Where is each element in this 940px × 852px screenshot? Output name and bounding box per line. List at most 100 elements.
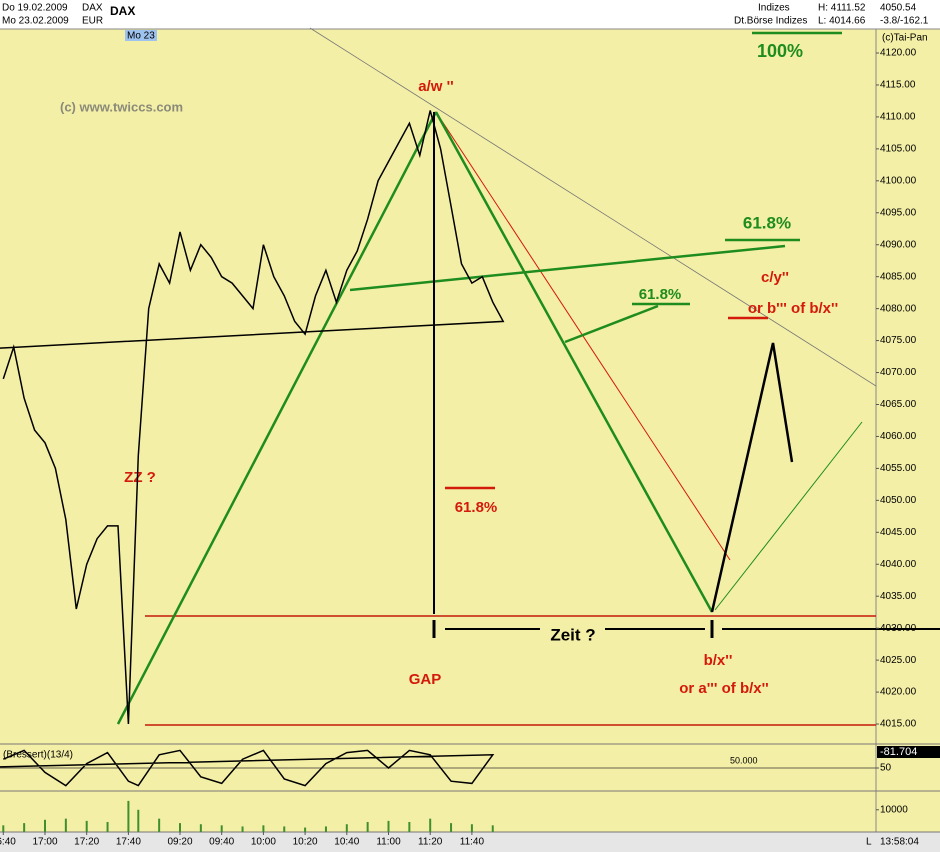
x-tick-label: 10:20 <box>293 837 318 848</box>
y-tick-label: 4055.00 <box>880 463 917 474</box>
volume-bar <box>450 823 453 832</box>
y-tick-label: 4075.00 <box>880 335 917 346</box>
x-tick-label: 17:20 <box>74 837 99 848</box>
x-tick-label: 17:40 <box>116 837 141 848</box>
y-tick-label: 4070.00 <box>880 367 917 378</box>
y-tick-label: 4105.00 <box>880 144 917 155</box>
vendor: (c)Tai-Pan <box>882 33 928 44</box>
y-tick-label: 4050.00 <box>880 495 917 506</box>
annotation: or a''' of b/x'' <box>679 680 769 697</box>
annotation: ZZ ? <box>124 469 156 486</box>
volume-bar <box>470 824 473 832</box>
currency: EUR <box>82 16 103 27</box>
annotation: c/y'' <box>761 269 789 286</box>
last: 4050.54 <box>880 3 917 14</box>
y-tick-label: 4065.00 <box>880 399 917 410</box>
volume-bar <box>387 820 390 832</box>
y-tick-label: 4090.00 <box>880 239 917 250</box>
x-tick-label: 09:40 <box>209 837 234 848</box>
volume-bar <box>283 826 286 832</box>
retracement-line <box>349 244 786 292</box>
y-tick-label: 4080.00 <box>880 303 917 314</box>
clock: 13:58:04 <box>880 837 919 848</box>
volume-bar <box>158 818 161 832</box>
y-tick-label: 4015.00 <box>880 719 917 730</box>
day-marker: Mo 23 <box>127 31 155 42</box>
trendline <box>309 27 877 387</box>
y-tick-label: 4100.00 <box>880 175 917 186</box>
volume-bar <box>220 825 223 832</box>
x-tick-label: 10:00 <box>251 837 276 848</box>
volume-bar <box>2 825 5 832</box>
date2: Mo 23.02.2009 <box>2 16 69 27</box>
symbol1: DAX <box>82 3 103 14</box>
high: H: 4111.52 <box>818 3 866 14</box>
volume-bar <box>179 823 181 832</box>
low: L: 4014.66 <box>818 16 866 27</box>
x-tick-label: 16:40 <box>0 837 16 848</box>
price-line <box>0 110 505 725</box>
exchange: Dt.Börse Indizes <box>734 16 807 27</box>
volume-bar <box>137 809 140 832</box>
annotation: a/w '' <box>418 78 453 95</box>
volume-bar <box>491 825 494 832</box>
volume-bar <box>262 825 265 832</box>
x-tick-label: 11:20 <box>418 837 443 848</box>
header-bar <box>0 0 940 29</box>
x-tick-label: 11:00 <box>376 837 401 848</box>
annotation: 61.8% <box>455 499 498 516</box>
volume-bar <box>199 824 202 832</box>
y-tick-label: 4085.00 <box>880 271 917 282</box>
annotation: 100% <box>757 41 803 61</box>
x-tick-label: 11:40 <box>460 837 485 848</box>
y-tick-label: 4060.00 <box>880 431 917 442</box>
wave-line <box>714 421 863 611</box>
y-tick-label: 4030.00 <box>880 623 917 634</box>
y-tick-label: 4035.00 <box>880 591 917 602</box>
volume-bar <box>85 820 88 832</box>
y-tick-label: 4020.00 <box>880 687 917 698</box>
y-tick-label: 4115.00 <box>880 80 916 91</box>
volume-bar <box>106 822 109 832</box>
indicator-title: (Bressert)(13/4) <box>3 750 73 761</box>
projection <box>710 342 794 613</box>
current-box <box>877 746 940 758</box>
annotation: 61.8% <box>639 286 682 303</box>
scale-mode: L <box>866 837 872 848</box>
annotation: or b''' of b/x'' <box>748 300 838 317</box>
volume-bar <box>366 822 369 832</box>
volume-bar <box>64 818 67 832</box>
volume-bar <box>23 823 26 832</box>
volume-bar <box>408 822 411 832</box>
y-tick-label: 4045.00 <box>880 527 917 538</box>
volume-bar <box>241 826 244 832</box>
x-tick-label: 17:00 <box>32 837 57 848</box>
annotation: GAP <box>409 671 442 688</box>
volume-bar <box>429 818 432 832</box>
annotation: Zeit ? <box>550 625 595 644</box>
wave-line <box>116 111 438 725</box>
volume-bar <box>345 824 348 832</box>
watermark: (c) www.twiccs.com <box>60 99 183 114</box>
wave-line <box>434 111 714 613</box>
annotation: 61.8% <box>743 213 791 232</box>
y-tick-label: 4095.00 <box>880 207 917 218</box>
y-tick-label: 10000 <box>880 804 908 815</box>
day-marker-box <box>125 30 157 41</box>
retracement-line <box>564 304 659 344</box>
x-tick-label: 10:40 <box>334 837 359 848</box>
current-label: -81.704 <box>880 746 917 758</box>
volume-bar <box>304 827 307 832</box>
volume-bar <box>44 819 46 832</box>
instrument: DAX <box>110 4 135 18</box>
volume-bar <box>127 800 130 832</box>
y-tick-label: 50 <box>880 763 892 774</box>
group: Indizes <box>758 3 790 14</box>
date1: Do 19.02.2009 <box>2 3 68 14</box>
y-tick-label: 4110.00 <box>880 112 916 123</box>
y-tick-label: 4025.00 <box>880 655 917 666</box>
y-tick-label: 4040.00 <box>880 559 917 570</box>
time-axis-bar <box>0 832 940 852</box>
